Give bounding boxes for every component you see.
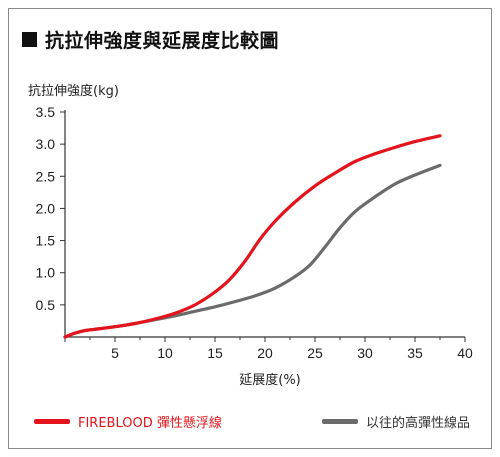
x-tick-label: 5 (111, 345, 119, 361)
legend-label-fireblood: FIREBLOOD 彈性懸浮線 (78, 416, 222, 431)
y-tick-label: 2.5 (36, 168, 56, 184)
x-tick-label: 35 (407, 345, 423, 361)
chart-title-group: 抗拉伸強度與延展度比較圖 (22, 26, 279, 53)
legend-item-conventional: 以往的高彈性線品 (322, 412, 470, 431)
y-tick-label: 0.5 (36, 297, 56, 313)
legend-swatch-conventional (322, 419, 358, 424)
legend-label-conventional: 以往的高彈性線品 (366, 416, 471, 431)
y-tick-label: 3.5 (36, 104, 56, 120)
x-tick-label: 10 (157, 345, 173, 361)
title-square-icon (22, 32, 37, 47)
y-tick-label: 2.0 (36, 200, 56, 216)
legend-swatch-fireblood (34, 419, 70, 424)
x-tick-label: 20 (257, 345, 273, 361)
y-tick-label: 1.0 (36, 265, 56, 281)
x-tick-label: 25 (307, 345, 323, 361)
series-line-fireblood (63, 134, 442, 339)
x-tick-label: 40 (457, 345, 473, 361)
y-tick-label: 1.5 (36, 233, 56, 249)
y-axis-label: 抗拉伸強度(kg) (28, 84, 119, 99)
legend-item-fireblood: FIREBLOOD 彈性懸浮線 (34, 412, 222, 431)
chart-frame (8, 8, 492, 449)
x-tick-label: 15 (207, 345, 223, 361)
y-tick-label: 3.0 (36, 136, 56, 152)
x-tick-label: 30 (357, 345, 373, 361)
chart-title: 抗拉伸強度與延展度比較圖 (45, 30, 280, 52)
x-axis-label: 延展度(%) (239, 372, 301, 388)
